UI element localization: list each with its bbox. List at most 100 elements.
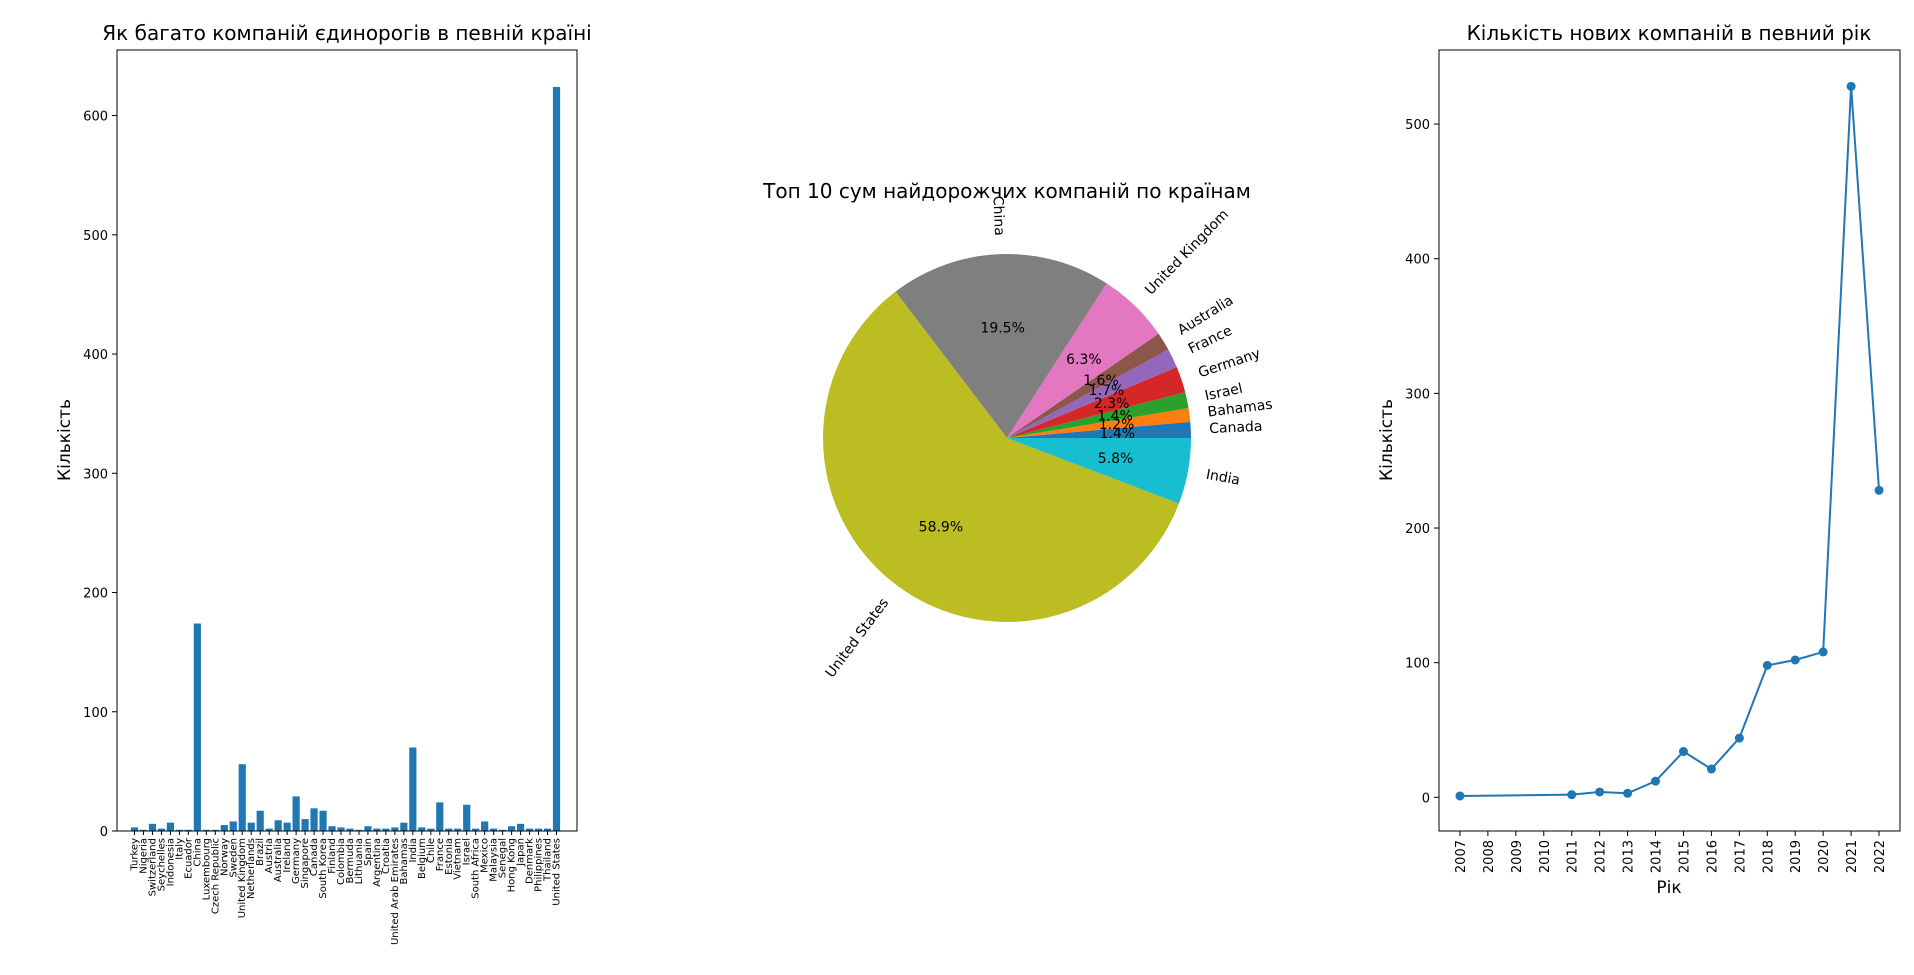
bar [184,829,192,831]
line-x-tick-label: 2017 [1733,840,1748,873]
bar-x-tick-label: Canada [309,838,320,876]
bar [265,828,273,831]
bar-x-tick-label: Singapore [300,838,311,888]
bar-y-tick-label: 100 [83,706,108,721]
pie-percent-label: 5.8% [1098,451,1134,467]
bar-x-tick-label: Czech Republic [210,838,221,914]
bar [328,826,336,831]
bar-y-ticks: 0 100 200 300 400 500 600 [83,110,117,840]
bar-y-tick-label: 0 [100,825,108,840]
bar [238,764,246,831]
line-y-tick-label: 400 [1405,253,1430,268]
pie-slice [1007,421,1191,438]
bar [157,828,166,831]
line-x-tick-label: 2009 [1510,840,1525,873]
bar-x-tick-label: United Arab Emirates [390,838,401,945]
line-x-tick-label: 2011 [1566,840,1581,873]
bar [364,826,372,831]
pie-percent-labels: 1.4%1.2%1.4%2.3%1.7%1.6%6.3%19.5%58.9%5.… [919,321,1135,536]
pie-percent-label: 19.5% [980,321,1024,337]
bar [481,821,489,831]
bar-x-tick-label: Indonesia [165,838,176,886]
pie-percent-label: 2.3% [1094,396,1130,412]
line-point [1846,81,1856,91]
bar-x-tick-label: Nigeria [138,838,149,874]
bar-x-tick-label: Turkey [130,838,141,872]
bar-x-tick-label: Senegal [498,838,509,878]
bar [319,810,327,831]
bar-x-tick-label: South Africa [471,838,482,899]
pie-category-label: Germany [1196,346,1262,382]
line-point [1567,790,1577,800]
bar [436,802,444,831]
bar [301,819,309,831]
bar-x-tick-label: Mexico [480,838,491,873]
line-x-tick-label: 2016 [1705,840,1720,873]
bar [130,827,139,831]
pie-slice [895,253,1107,438]
pie-slice [1007,283,1159,438]
bar-x-tick-label: China [192,838,203,867]
pie-category-label: India [1205,467,1242,489]
line-x-tick-label: 2020 [1817,840,1832,873]
bar-x-tick-label: Hong Kong [507,838,518,892]
bar [552,86,561,831]
bar [229,821,237,831]
bar-x-tick-label: Sweden [228,838,239,878]
bar [534,828,543,831]
line-x-tick-label: 2012 [1594,840,1609,873]
pie-slice [1007,333,1169,438]
bar [490,828,498,831]
bar [256,810,264,831]
bar-x-tick-label: Australia [273,838,284,882]
bar-x-tick-label: Ecuador [183,837,194,879]
bar-x-tick-label: Argentina [372,838,383,887]
bar-x-tick-label: Estonia [444,838,455,875]
bar-y-tick-label: 600 [83,110,108,125]
line-point [1678,747,1688,757]
bar-x-tick-label: Japan [516,838,527,867]
bar [274,820,282,831]
bar-x-tick-label: Chile [426,838,437,863]
bar-x-tick-label: United States [552,838,563,906]
bar [355,829,363,831]
bar [418,827,426,831]
bar [516,823,525,831]
bar-x-tick-label: Israel [462,838,473,865]
bar-x-tick-label: Norway [219,838,230,876]
bar [382,828,390,831]
bar-x-tick-label: Bermuda [345,838,356,884]
bar-x-tick-label: Germany [291,838,302,884]
bar-y-tick-label: 500 [83,229,108,244]
line-x-tick-label: 2010 [1538,840,1553,873]
pie-chart-title: Топ 10 сум найдорожчих компаній по країн… [762,179,1251,203]
bar-x-tick-label: Ireland [282,838,293,873]
bar [283,822,291,831]
pie-category-label: United Kingdom [1142,207,1232,299]
bar-x-tick-label: Colombia [336,838,347,885]
line-y-tick-label: 300 [1405,387,1430,402]
line-chart-ylabel: Кількість [1377,399,1397,481]
bar [463,804,471,831]
pie-category-label: Israel [1203,381,1244,405]
pie-percent-label: 1.4% [1097,408,1133,424]
bar-x-tick-label: Luxembourg [201,838,212,900]
bar-x-tick-label: United Kingdom [237,838,248,918]
pie-slice [823,291,1179,622]
pie-category-label: China [989,195,1007,236]
line-point [1818,647,1828,657]
pie-slice [1007,438,1191,504]
bar-chart-ylabel: Кількість [55,399,75,481]
bar-x-tick-label: Lithuania [354,838,365,884]
bar-x-ticks: TurkeyNigeriaSwitzerlandSeychellesIndone… [130,831,563,945]
bar-x-tick-label: Seychelles [156,838,167,891]
pie-percent-label: 58.9% [919,519,963,535]
bar [400,822,408,831]
bar [193,623,201,831]
line-x-tick-label: 2008 [1482,840,1497,873]
line-point [1651,776,1661,786]
bar-plot-frame [116,49,578,832]
bar-x-tick-label: Brazil [255,838,266,866]
pie-category-label: Canada [1209,419,1263,437]
pie-chart: Топ 10 сум найдорожчих компаній по країн… [762,179,1273,681]
